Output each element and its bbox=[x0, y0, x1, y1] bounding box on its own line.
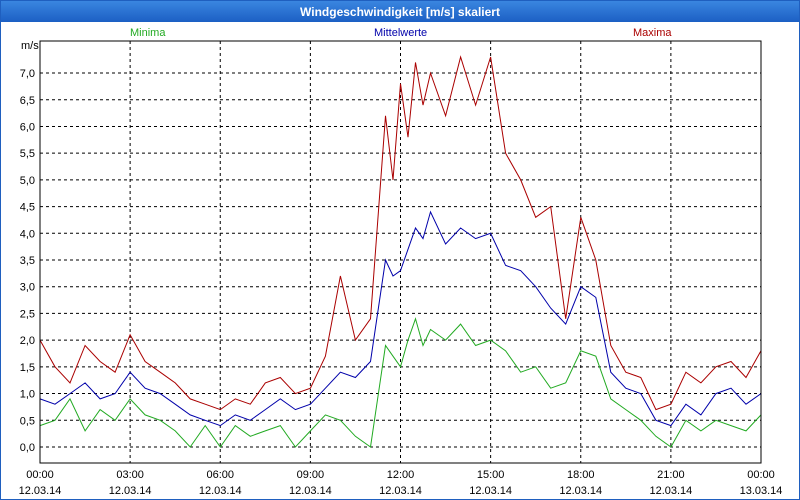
y-tick-label: 1,5 bbox=[20, 362, 35, 374]
y-tick-label: 5,0 bbox=[20, 175, 35, 187]
y-tick-label: 6,5 bbox=[20, 95, 35, 107]
y-tick-label: 4,0 bbox=[20, 228, 35, 240]
y-tick-label: 3,0 bbox=[20, 282, 35, 294]
x-tick-date: 12.03.14 bbox=[649, 485, 692, 497]
plot-frame bbox=[39, 40, 762, 464]
grid bbox=[40, 41, 761, 463]
axis-ticks: 0,0 0,5 1,0 1,5 2,0 2,5 3,0 3,5 4,0 4,5 5,0 5,5 6,0 6… bbox=[19, 68, 783, 497]
y-tick-label: 2,5 bbox=[20, 308, 35, 320]
series-mittelwerte-line bbox=[39, 210, 762, 427]
y-tick-label: 1,0 bbox=[20, 389, 35, 401]
x-tick-date: 12.03.14 bbox=[19, 485, 62, 497]
y-tick-label: 0,5 bbox=[20, 415, 35, 427]
x-tick-date: 12.03.14 bbox=[289, 485, 332, 497]
legend-maxima: Maxima bbox=[633, 27, 672, 39]
x-tick-time: 21:00 bbox=[657, 469, 685, 481]
x-tick-date: 12.03.14 bbox=[469, 485, 512, 497]
x-tick-date: 12.03.14 bbox=[109, 485, 152, 497]
x-tick-date: 12.03.14 bbox=[199, 485, 242, 497]
x-tick-date: 12.03.14 bbox=[559, 485, 602, 497]
x-tick-time: 00:00 bbox=[747, 469, 775, 481]
legend-mittelwerte: Mittelwerte bbox=[374, 27, 427, 39]
x-tick-date: 12.03.14 bbox=[379, 485, 422, 497]
series-maxima-line bbox=[39, 55, 762, 411]
y-tick-label: 0,0 bbox=[20, 442, 35, 454]
y-tick-label: 2,0 bbox=[20, 335, 35, 347]
x-tick-date: 13.03.14 bbox=[740, 485, 783, 497]
y-tick-label: 7,0 bbox=[20, 68, 35, 80]
x-tick-time: 18:00 bbox=[567, 469, 595, 481]
window-title: Windgeschwindigkeit [m/s] skaliert bbox=[1, 1, 799, 22]
series-lines bbox=[39, 55, 762, 448]
x-tick-time: 03:00 bbox=[116, 469, 144, 481]
legend-minima: Minima bbox=[130, 27, 166, 39]
y-tick-label: 6,0 bbox=[20, 121, 35, 133]
y-tick-label: 4,5 bbox=[20, 202, 35, 214]
x-tick-time: 09:00 bbox=[297, 469, 325, 481]
y-tick-label: 3,5 bbox=[20, 255, 35, 267]
y-axis-unit: m/s bbox=[21, 40, 39, 52]
y-tick-label: 5,5 bbox=[20, 148, 35, 160]
series-minima-line bbox=[39, 317, 762, 448]
x-tick-time: 12:00 bbox=[387, 469, 415, 481]
x-tick-time: 15:00 bbox=[477, 469, 505, 481]
x-tick-time: 06:00 bbox=[206, 469, 234, 481]
x-tick-time: 00:00 bbox=[26, 469, 54, 481]
